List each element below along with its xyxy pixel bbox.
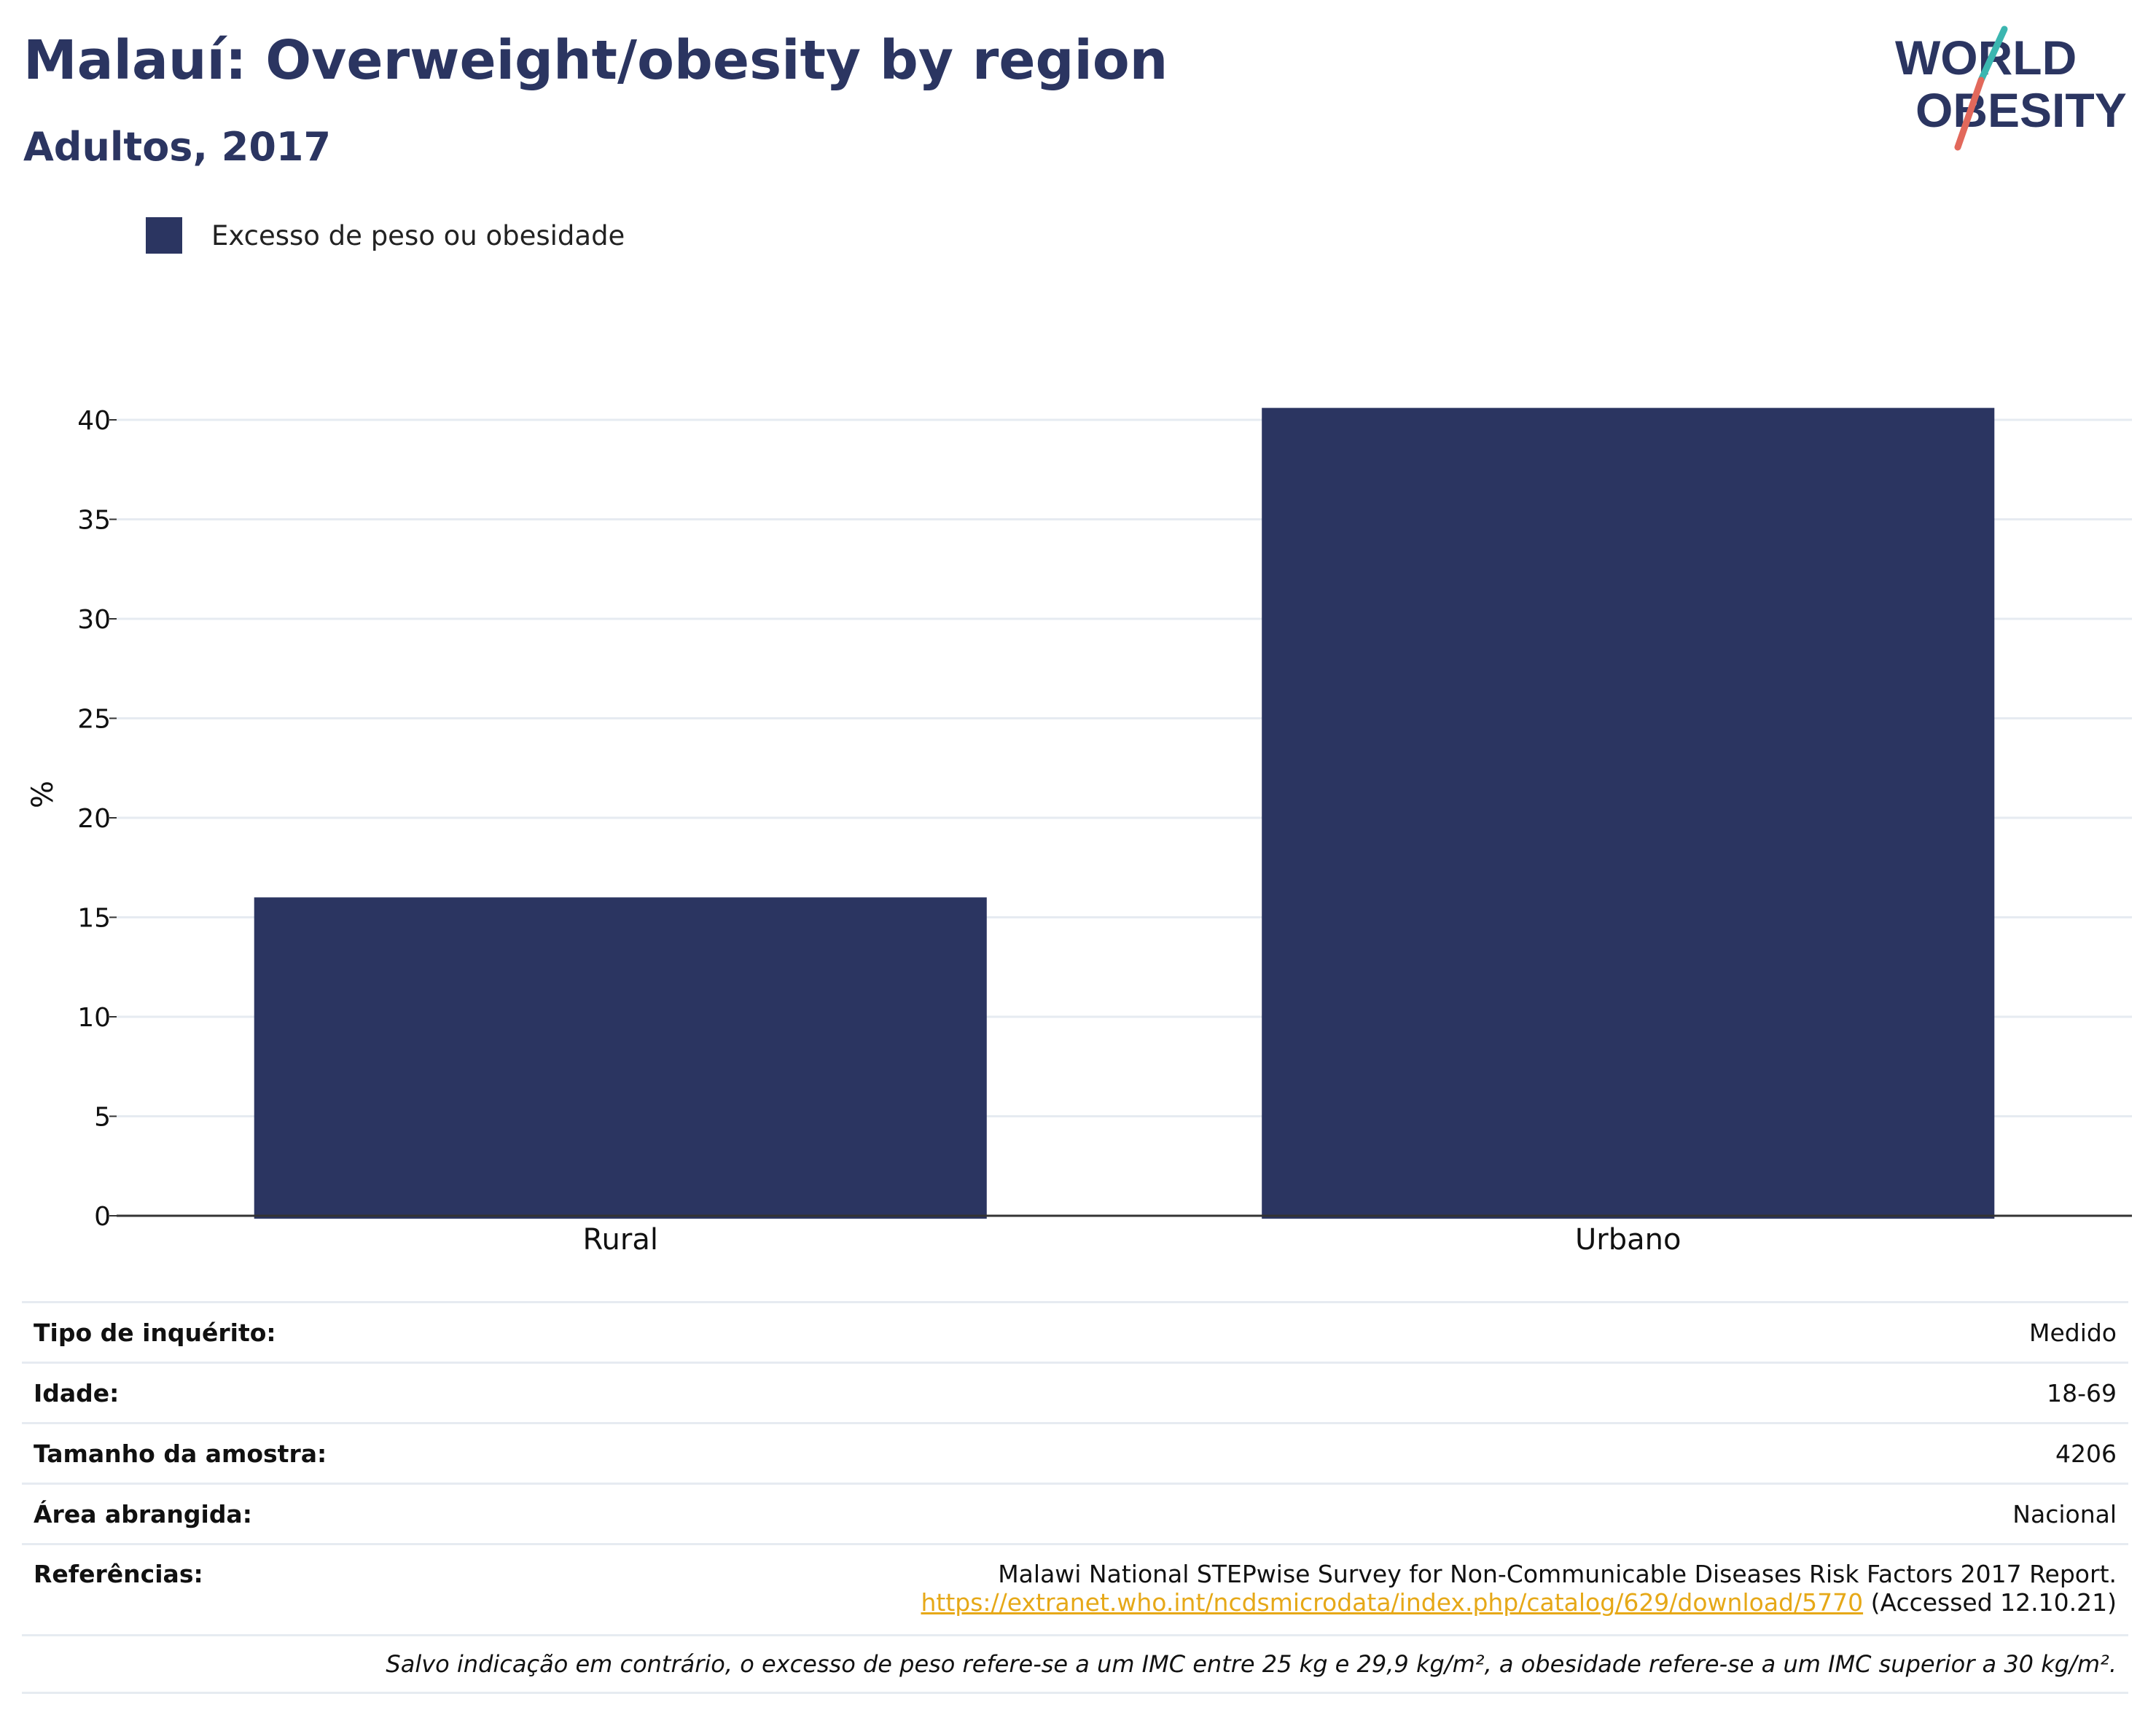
page-title: Malauí: Overweight/obesity by region [23,29,1168,92]
reference-accessed: (Accessed 12.10.21) [1863,1588,2117,1617]
info-value: Medido [2028,1318,2117,1347]
legend-swatch [146,217,182,254]
y-tick-label: 40 [77,406,111,436]
info-row-age: Idade: 18-69 [22,1362,2128,1422]
logo-line2: OBESITY [1915,83,2127,137]
references-value: Malawi National STEPwise Survey for Non-… [921,1560,2117,1617]
y-tick-label: 30 [77,605,111,635]
reference-link[interactable]: https://extranet.who.int/ncdsmicrodata/i… [921,1588,1864,1617]
y-tick-label: 20 [77,804,111,834]
bar-urbano [1262,407,1995,1219]
x-tick-label: Rural [583,1223,658,1257]
world-obesity-logo: WORLD OBESITY [1895,26,2127,151]
info-label: Área abrangida: [34,1499,252,1528]
y-tick-label: 10 [77,1003,111,1033]
logo-slash-top [1977,26,2008,84]
info-label: Idade: [34,1378,120,1407]
info-row-note: Salvo indicação em contrário, o excesso … [22,1634,2128,1694]
info-row-survey-type: Tipo de inquérito: Medido [22,1301,2128,1362]
reference-text: Malawi National STEPwise Survey for Non-… [998,1560,2117,1588]
info-label: Referências: [34,1560,203,1588]
info-label: Tipo de inquérito: [34,1318,276,1347]
page-subtitle: Adultos, 2017 [23,124,332,170]
survey-info-table: Tipo de inquérito: Medido Idade: 18-69 T… [22,1301,2128,1694]
x-tick-label: Urbano [1575,1223,1681,1257]
y-tick-label: 35 [77,506,111,536]
bar-chart: 0 5 10 15 20 25 30 35 40% Rural Urbano [26,406,2132,1257]
y-tick-label: 0 [94,1202,111,1232]
info-label: Tamanho da amostra: [34,1439,327,1468]
info-value: 18-69 [2047,1378,2117,1407]
info-row-area: Área abrangida: Nacional [22,1483,2128,1543]
bar-rural [254,897,987,1219]
chart-legend: Excesso de peso ou obesidade [146,217,625,254]
info-value: Nacional [2012,1499,2117,1528]
y-axis-label: % [26,781,60,808]
y-tick-label: 15 [77,904,111,934]
info-row-references: Referências: Malawi National STEPwise Su… [22,1543,2128,1634]
legend-label: Excesso de peso ou obesidade [211,219,625,251]
y-tick-label: 25 [77,705,111,735]
definition-note: Salvo indicação em contrário, o excesso … [386,1650,2117,1678]
info-row-sample-size: Tamanho da amostra: 4206 [22,1422,2128,1483]
logo-slash-bottom [1954,77,1985,151]
info-value: 4206 [2055,1439,2117,1468]
y-tick-label: 5 [94,1103,111,1133]
